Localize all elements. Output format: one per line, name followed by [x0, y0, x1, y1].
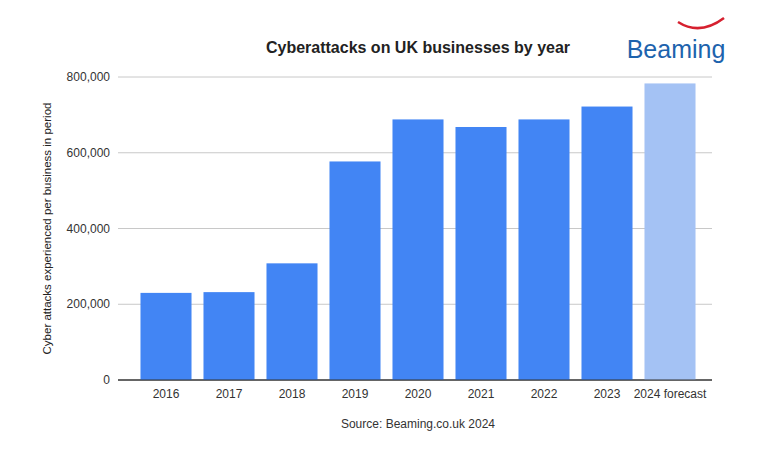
x-tick-label: 2022 [531, 387, 558, 401]
bar [392, 119, 443, 380]
x-tick-label: 2023 [594, 387, 621, 401]
bar [266, 263, 317, 380]
bar [518, 119, 569, 380]
source-note: Source: Beaming.co.uk 2024 [341, 417, 495, 431]
chart: Cyberattacks on UK businesses by year Bea… [0, 0, 760, 466]
x-tick-label: 2017 [216, 387, 243, 401]
grid [118, 77, 712, 380]
bar [581, 107, 632, 380]
bar [203, 292, 254, 380]
y-tick-label: 800,000 [67, 70, 111, 84]
y-axis-label: Cyber attacks experienced per business i… [41, 103, 53, 355]
logo-swoosh [678, 18, 724, 28]
bar [140, 293, 191, 380]
grid-line [118, 77, 712, 78]
baseline [118, 380, 712, 381]
logo: Beaming [627, 18, 726, 63]
x-tick-label: 2016 [153, 387, 180, 401]
bar [455, 127, 506, 380]
axis-line [118, 380, 712, 381]
y-tick-label: 600,000 [67, 146, 111, 160]
y-tick-label: 400,000 [67, 222, 111, 236]
bar [329, 161, 380, 380]
x-tick-label: 2020 [405, 387, 432, 401]
x-tick-label: 2024 forecast [634, 387, 707, 401]
bar [644, 83, 695, 380]
title: Cyberattacks on UK businesses by year [266, 39, 570, 56]
y-tick-label: 200,000 [67, 297, 111, 311]
logo-text: Beaming [627, 35, 726, 63]
y-tick-label: 0 [103, 373, 110, 387]
x-tick-label: 2018 [279, 387, 306, 401]
x-tick-label: 2021 [468, 387, 495, 401]
x-tick-label: 2019 [342, 387, 369, 401]
chart-container: Cyberattacks on UK businesses by year Bea… [0, 0, 760, 466]
bars [140, 83, 695, 380]
